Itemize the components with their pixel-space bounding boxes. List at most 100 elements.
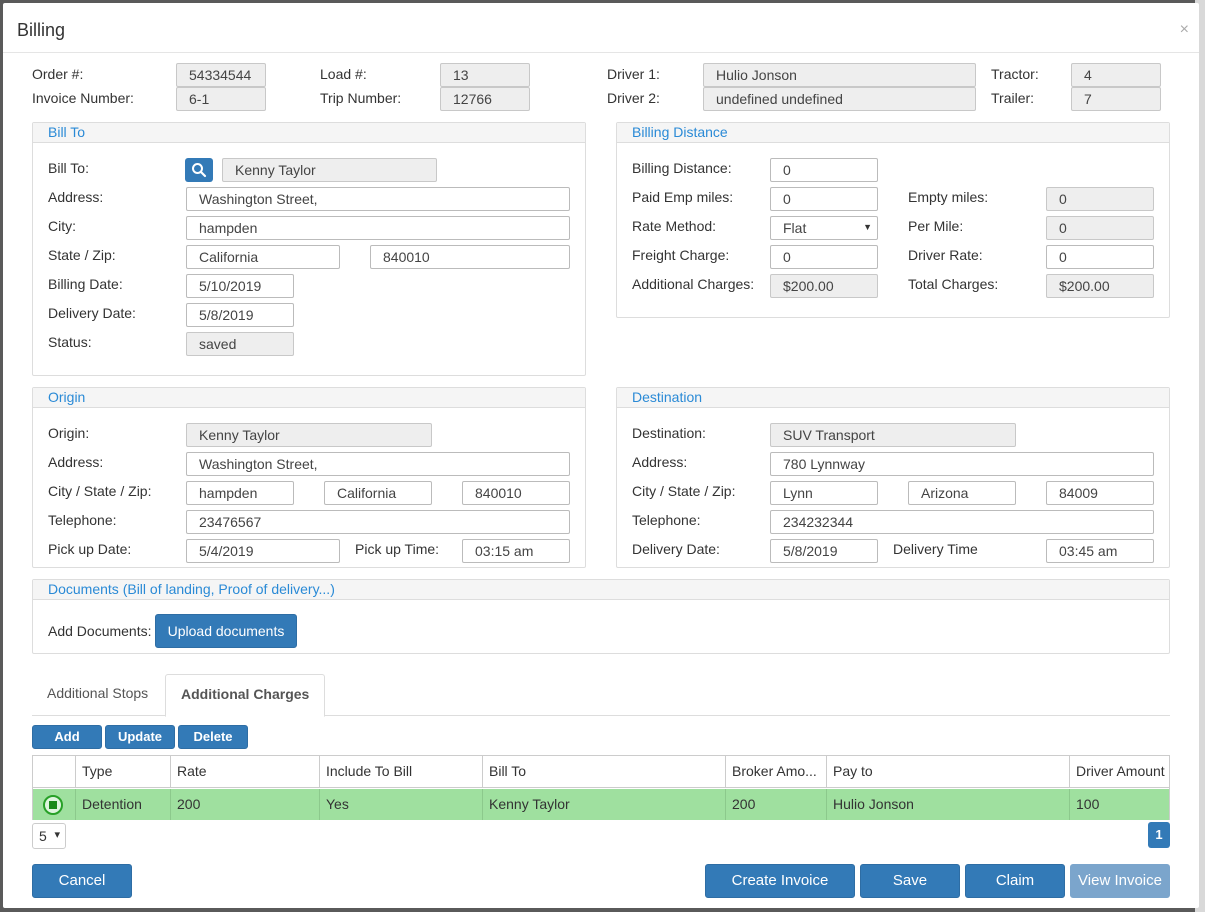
bill-to-field[interactable]: Kenny Taylor — [222, 158, 437, 182]
modal-title: Billing — [17, 20, 66, 40]
table-row[interactable]: Detention 200 Yes Kenny Taylor 200 Hulio… — [33, 789, 1169, 820]
pickup-date-input[interactable]: 5/4/2019 — [186, 539, 340, 563]
address-label: Address: — [48, 189, 104, 205]
tab-additional-charges[interactable]: Additional Charges — [165, 674, 326, 717]
origin-csz-label: City / State / Zip: — [48, 483, 152, 499]
billing-modal: Billing × Order #: 54334544 Invoice Numb… — [3, 3, 1199, 908]
view-invoice-button[interactable]: View Invoice — [1070, 864, 1170, 898]
destination-zip-input[interactable]: 84009 — [1046, 481, 1154, 505]
destination-state-input[interactable]: Arizona — [908, 481, 1016, 505]
row-select-cell[interactable] — [33, 789, 75, 820]
origin-city-input[interactable]: hampden — [186, 481, 294, 505]
delivery-date-input[interactable]: 5/8/2019 — [186, 303, 294, 327]
billing-distance-input[interactable]: 0 — [770, 158, 878, 182]
column-header-rate[interactable]: Rate — [170, 756, 319, 787]
close-icon[interactable]: × — [1179, 21, 1189, 38]
destination-address-input[interactable]: 780 Lynnway — [770, 452, 1154, 476]
invoice-number-field[interactable]: 6-1 — [176, 87, 266, 111]
driver-rate-label: Driver Rate: — [908, 247, 983, 263]
tractor-field[interactable]: 4 — [1071, 63, 1161, 87]
delivery-time-label: Delivery Time — [893, 541, 978, 557]
origin-label: Origin: — [48, 425, 90, 441]
delivery-time-input[interactable]: 03:45 am — [1046, 539, 1154, 563]
tab-bar: Additional Stops Additional Charges — [32, 674, 1170, 717]
upload-documents-button[interactable]: Upload documents — [155, 614, 297, 648]
rate-method-select[interactable]: Flat — [770, 216, 878, 240]
page-size-select[interactable]: 5 — [32, 823, 66, 849]
trip-number-field[interactable]: 12766 — [440, 87, 530, 111]
city-label: City: — [48, 218, 76, 234]
page-1-button[interactable]: 1 — [1148, 822, 1170, 848]
destination-delivery-date-input[interactable]: 5/8/2019 — [770, 539, 878, 563]
origin-address-input[interactable]: Washington Street, — [186, 452, 570, 476]
add-documents-label: Add Documents: — [48, 623, 152, 639]
delete-button[interactable]: Delete — [178, 725, 248, 749]
address-input[interactable]: Washington Street, — [186, 187, 570, 211]
city-input[interactable]: hampden — [186, 216, 570, 240]
search-icon — [192, 163, 207, 178]
driver2-label: Driver 2: — [607, 90, 660, 106]
documents-panel-title: Documents (Bill of landing, Proof of del… — [33, 580, 1169, 600]
column-header-select — [33, 756, 75, 787]
save-button[interactable]: Save — [860, 864, 960, 898]
add-button[interactable]: Add — [32, 725, 102, 749]
load-label: Load #: — [320, 66, 367, 82]
cell-driver-amount: 100 — [1069, 789, 1170, 820]
total-charges-field[interactable]: $200.00 — [1046, 274, 1154, 298]
driver2-field[interactable]: undefined undefined — [703, 87, 976, 111]
column-header-driver-amount[interactable]: Driver Amount — [1069, 756, 1170, 787]
freight-charge-label: Freight Charge: — [632, 247, 730, 263]
claim-button[interactable]: Claim — [965, 864, 1065, 898]
cancel-button[interactable]: Cancel — [32, 864, 132, 898]
cell-rate: 200 — [170, 789, 319, 820]
column-header-type[interactable]: Type — [75, 756, 170, 787]
trailer-field[interactable]: 7 — [1071, 87, 1161, 111]
additional-charges-label: Additional Charges: — [632, 276, 755, 292]
selected-radio-icon[interactable] — [43, 795, 63, 815]
pickup-time-input[interactable]: 03:15 am — [462, 539, 570, 563]
driver-rate-input[interactable]: 0 — [1046, 245, 1154, 269]
status-field[interactable]: saved — [186, 332, 294, 356]
search-button[interactable] — [185, 158, 213, 182]
column-header-bill-to[interactable]: Bill To — [482, 756, 725, 787]
cell-include-to-bill: Yes — [319, 789, 482, 820]
destination-field[interactable]: SUV Transport — [770, 423, 1016, 447]
billing-date-label: Billing Date: — [48, 276, 123, 292]
per-mile-field[interactable]: 0 — [1046, 216, 1154, 240]
origin-address-label: Address: — [48, 454, 104, 470]
column-header-pay-to[interactable]: Pay to — [826, 756, 1069, 787]
tab-additional-stops[interactable]: Additional Stops — [47, 685, 149, 701]
state-input[interactable]: California — [186, 245, 340, 269]
destination-telephone-input[interactable]: 234232344 — [770, 510, 1154, 534]
per-mile-label: Per Mile: — [908, 218, 964, 234]
bill-to-label: Bill To: — [48, 160, 89, 176]
total-charges-label: Total Charges: — [908, 276, 999, 292]
empty-miles-label: Empty miles: — [908, 189, 989, 205]
billing-date-input[interactable]: 5/10/2019 — [186, 274, 294, 298]
origin-telephone-input[interactable]: 23476567 — [186, 510, 570, 534]
pickup-time-label: Pick up Time: — [355, 541, 440, 557]
driver1-field[interactable]: Hulio Jonson — [703, 63, 976, 87]
update-button[interactable]: Update — [105, 725, 175, 749]
destination-panel: Destination — [616, 387, 1170, 568]
column-header-broker-amount[interactable]: Broker Amo... — [725, 756, 826, 787]
status-label: Status: — [48, 334, 92, 350]
cell-bill-to: Kenny Taylor — [482, 789, 725, 820]
paid-emp-miles-input[interactable]: 0 — [770, 187, 878, 211]
freight-charge-input[interactable]: 0 — [770, 245, 878, 269]
order-field[interactable]: 54334544 — [176, 63, 266, 87]
load-field[interactable]: 13 — [440, 63, 530, 87]
zip-input[interactable]: 840010 — [370, 245, 570, 269]
destination-city-input[interactable]: Lynn — [770, 481, 878, 505]
trailer-label: Trailer: — [991, 90, 1035, 106]
empty-miles-field[interactable]: 0 — [1046, 187, 1154, 211]
cell-type: Detention — [75, 789, 170, 820]
origin-field[interactable]: Kenny Taylor — [186, 423, 432, 447]
column-header-include-to-bill[interactable]: Include To Bill — [319, 756, 482, 787]
trip-number-label: Trip Number: — [320, 90, 402, 106]
origin-state-input[interactable]: California — [324, 481, 432, 505]
create-invoice-button[interactable]: Create Invoice — [705, 864, 855, 898]
origin-zip-input[interactable]: 840010 — [462, 481, 570, 505]
additional-charges-field[interactable]: $200.00 — [770, 274, 878, 298]
destination-csz-label: City / State / Zip: — [632, 483, 736, 499]
